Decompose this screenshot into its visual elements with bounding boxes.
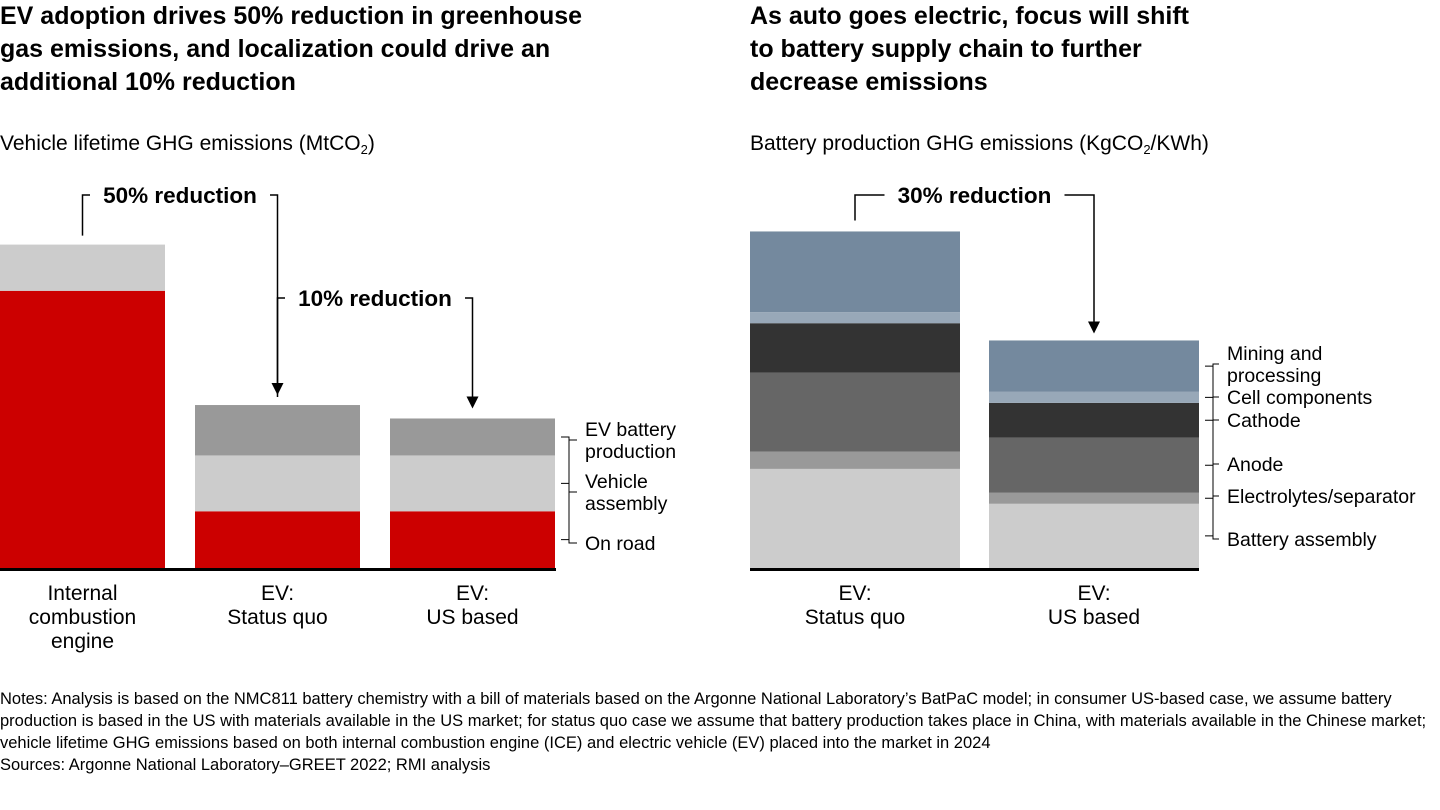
left-bar-3-vehicle-assembly: [390, 455, 555, 512]
right-legend-leader-4: [1205, 419, 1219, 465]
right-legend-leader-2: [1205, 396, 1219, 499]
right-bar-2-cell-components: [989, 492, 1199, 504]
notes-text: Notes: Analysis is based on the NMC811 b…: [0, 690, 1427, 752]
left-bar-3-on-road: [390, 511, 555, 568]
right-legend-label-6: Battery assembly: [1227, 529, 1377, 551]
right-legend-label-2: Cell components: [1227, 387, 1372, 409]
right-subtitle-subscript: 2: [1143, 142, 1151, 157]
right-bar-1-mining-and-processing: [750, 468, 960, 568]
left-bar-3-ev-battery-production: [390, 418, 555, 456]
left-legend-leader-3: [561, 436, 577, 544]
left-bar-2-vehicle-assembly: [195, 455, 360, 512]
left-legend-label-2: Vehicle assembly: [585, 471, 668, 515]
right-legend-label-5: Electrolytes/separator: [1227, 486, 1416, 508]
left-annotation-arrow-2: [466, 396, 479, 409]
right-subtitle-end: /KWh): [1150, 132, 1209, 155]
right-bar-2-cathode: [989, 437, 1199, 493]
left-category-label-2: EV: Status quo: [227, 582, 327, 629]
right-chart-subtitle: Battery production GHG emissions (KgCO2/…: [750, 131, 1209, 163]
right-category-label-2: EV: US based: [1048, 582, 1140, 629]
left-annotation-label-1: 50% reduction: [103, 183, 257, 208]
left-annotation-label-bg-2: [285, 282, 465, 312]
left-bar-1-vehicle-assembly: [0, 244, 165, 291]
left-annotation-label-bg-1: [90, 179, 270, 209]
left-subtitle-end: ): [367, 132, 375, 155]
left-bar-2-ev-battery-production: [195, 405, 360, 456]
right-subtitle-main: Battery production GHG emissions (KgCO: [750, 132, 1144, 155]
left-chart-subtitle: Vehicle lifetime GHG emissions (MtCO2): [0, 131, 375, 163]
right-legend-leader-1: [1205, 363, 1219, 537]
left-bar-1-on-road: [0, 290, 165, 568]
right-chart-title: As auto goes electric, focus will shift …: [750, 2, 1189, 96]
left-legend-label-3: On road: [585, 533, 655, 555]
right-bar-2-mining-and-processing: [989, 503, 1199, 568]
right-bar-1-electrolytes-separator: [750, 312, 960, 324]
left-annotation-label-2: 10% reduction: [298, 286, 452, 311]
right-bar-1-battery-assembly: [750, 231, 960, 313]
left-subtitle-main: Vehicle lifetime GHG emissions (MtCO: [0, 132, 361, 155]
right-category-label-1: EV: Status quo: [805, 582, 905, 629]
right-bar-1-cathode: [750, 372, 960, 452]
left-bar-2-on-road: [195, 511, 360, 568]
right-bar-1-anode: [750, 323, 960, 373]
right-legend-label-4: Anode: [1227, 454, 1283, 476]
right-bar-2-battery-assembly: [989, 340, 1199, 392]
right-legend-label-1: Mining and processing: [1227, 343, 1322, 387]
right-legend-leader-3: [1205, 419, 1219, 466]
right-bar-2-anode: [989, 402, 1199, 438]
right-bar-2-electrolytes-separator: [989, 391, 1199, 403]
footnotes: Notes: Analysis is based on the NMC811 b…: [0, 688, 1440, 776]
right-annotation-arrow-1: [1088, 321, 1100, 334]
right-legend-label-3: Cathode: [1227, 410, 1301, 432]
right-annotation-label-bg-1: [884, 179, 1065, 209]
left-chart-title: EV adoption drives 50% reduction in gree…: [0, 2, 583, 96]
left-category-label-3: EV: US based: [426, 582, 518, 629]
charts-canvas: Internal combustion engine EV: Status quo EV:…: [0, 179, 1417, 653]
sources-text: Sources: Argonne National Laboratory–GRE…: [0, 756, 491, 774]
right-annotation-label-1: 30% reduction: [898, 183, 1052, 208]
left-annotation-connector-2: [276, 297, 474, 398]
left-legend-label-1: EV battery production: [585, 419, 676, 463]
right-bar-1-cell-components: [750, 451, 960, 469]
right-legend-leader-6: [1205, 365, 1219, 540]
left-subtitle-subscript: 2: [360, 142, 368, 157]
right-legend-leader-5: [1205, 396, 1219, 497]
left-category-label-1: Internal combustion engine: [29, 582, 136, 653]
